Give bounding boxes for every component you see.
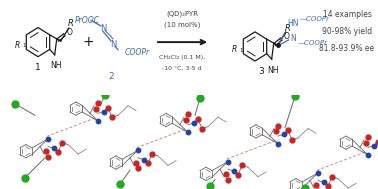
Text: O: O [284, 33, 290, 42]
Text: PrOOC: PrOOC [75, 16, 100, 25]
Text: NH: NH [50, 61, 62, 70]
Text: 1: 1 [240, 48, 243, 53]
Text: R: R [285, 24, 291, 33]
Text: +: + [82, 35, 94, 49]
Text: 90-98% yield: 90-98% yield [322, 27, 372, 36]
Text: 14 examples: 14 examples [322, 9, 372, 19]
Text: 3: 3 [258, 67, 264, 76]
Text: —COOPr: —COOPr [300, 16, 330, 22]
Text: COOPr: COOPr [125, 48, 150, 57]
Text: N: N [110, 40, 116, 49]
Text: HN: HN [288, 19, 299, 28]
Text: NH: NH [267, 66, 279, 75]
Text: O: O [67, 28, 73, 37]
Text: —COOPr: —COOPr [298, 40, 328, 46]
Text: CH₂Cl₂ (0.1 M),: CH₂Cl₂ (0.1 M), [159, 55, 205, 60]
Text: (QD)₂PYR: (QD)₂PYR [166, 11, 198, 17]
Text: R: R [68, 19, 74, 28]
Text: -10 °C, 3-5 d: -10 °C, 3-5 d [162, 66, 202, 70]
Text: N: N [291, 34, 296, 43]
Text: R: R [15, 41, 20, 50]
Text: 2: 2 [108, 72, 114, 81]
Text: (10 mol%): (10 mol%) [164, 22, 200, 28]
Text: 1: 1 [23, 43, 26, 48]
Text: N: N [100, 24, 106, 33]
Text: R: R [232, 45, 237, 54]
Text: 81.8-93.9% ee: 81.8-93.9% ee [319, 44, 375, 53]
Text: 1: 1 [35, 63, 41, 72]
